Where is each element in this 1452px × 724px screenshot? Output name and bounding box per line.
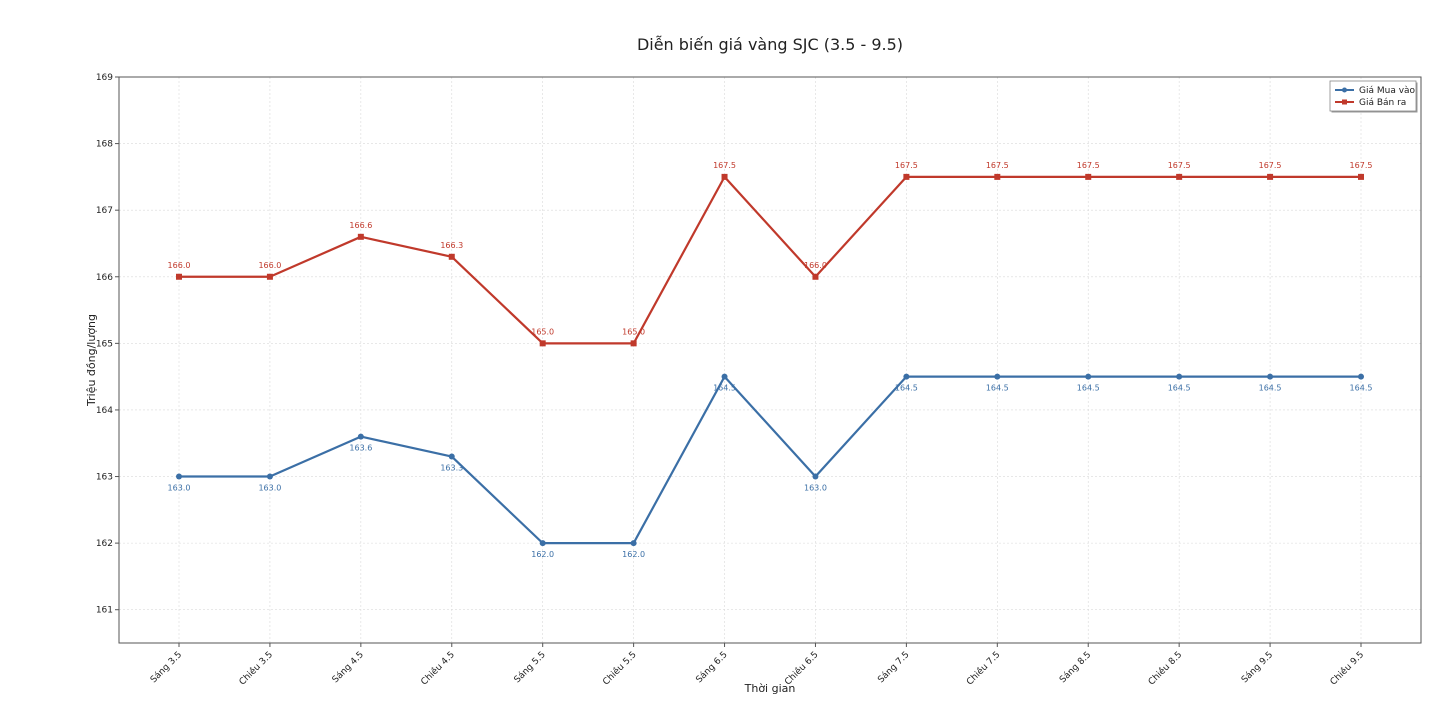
data-point	[1085, 373, 1092, 380]
data-point	[1176, 173, 1183, 180]
y-axis-label: Triệu đồng/lượng	[85, 314, 98, 407]
data-label: 166.6	[349, 221, 372, 230]
data-label: 164.5	[1350, 384, 1373, 393]
x-tick-label: Chiều 7.5	[964, 649, 1002, 687]
x-axis-label: Thời gian	[744, 682, 796, 695]
data-point	[721, 373, 728, 380]
x-tick-label: Chiều 4.5	[419, 649, 457, 687]
data-point	[176, 273, 182, 280]
y-tick-label: 163	[96, 473, 113, 483]
data-point	[1358, 173, 1364, 180]
data-label: 164.5	[1259, 384, 1282, 393]
data-label: 167.5	[895, 161, 918, 170]
data-label: 167.5	[1350, 161, 1373, 170]
data-label: 163.3	[440, 464, 463, 473]
y-tick-label: 169	[96, 73, 113, 83]
x-tick-label: Chiều 8.5	[1146, 649, 1184, 687]
x-tick-label: Sáng 4.5	[331, 650, 366, 685]
legend-box	[1329, 80, 1417, 112]
plot-area	[118, 76, 1422, 644]
x-tick-label: Sáng 5.5	[513, 650, 548, 685]
data-point	[539, 540, 546, 547]
data-point	[1267, 173, 1274, 180]
data-point	[1085, 173, 1092, 180]
series-layer: 163.0 163.0 163.6 163.3 162.0 162.0 164.5 163.0…	[168, 161, 1373, 559]
data-point	[266, 273, 273, 280]
data-point	[1267, 373, 1274, 380]
data-label: 162.0	[531, 550, 554, 559]
data-label: 164.5	[895, 384, 918, 393]
chart-title: Diễn biến giá vàng SJC (3.5 - 9.5)	[637, 35, 903, 54]
data-label: 163.0	[258, 484, 281, 493]
data-point	[357, 233, 364, 240]
data-label: 164.5	[986, 384, 1009, 393]
data-label: 167.5	[713, 161, 736, 170]
legend-marker	[1342, 99, 1347, 105]
data-point	[448, 453, 455, 460]
y-axis: 161 162 163 164 165 166 167 168 169	[96, 73, 119, 616]
data-point	[630, 340, 637, 347]
data-label: 165.0	[531, 327, 554, 336]
legend: Giá Mua vào Giá Bán ra	[1329, 80, 1418, 113]
legend-label: Giá Mua vào	[1359, 86, 1416, 96]
legend-label: Giá Bán ra	[1359, 98, 1406, 108]
series-line	[179, 175, 1361, 345]
y-tick-label: 167	[96, 206, 113, 216]
y-tick-label: 168	[96, 140, 113, 150]
data-label: 164.5	[1077, 384, 1100, 393]
x-tick-label: Sáng 9.5	[1240, 650, 1275, 685]
data-point	[266, 473, 273, 480]
x-tick-label: Sáng 8.5	[1058, 650, 1093, 685]
data-label: 164.5	[713, 384, 736, 393]
y-tick-label: 164	[96, 406, 113, 416]
data-label: 166.3	[440, 241, 463, 250]
data-label: 163.6	[349, 444, 372, 453]
data-label: 166.0	[168, 261, 191, 270]
data-point	[176, 473, 182, 480]
data-label: 167.5	[1259, 161, 1282, 170]
x-tick-label: Sáng 6.5	[694, 650, 729, 685]
data-label: 167.5	[986, 161, 1009, 170]
data-point	[994, 373, 1001, 380]
series-line	[179, 375, 1361, 545]
data-point	[903, 173, 910, 180]
y-tick-label: 161	[96, 606, 113, 616]
grid	[119, 76, 1421, 643]
x-tick-label: Chiều 5.5	[601, 649, 639, 687]
data-point	[812, 273, 819, 280]
x-tick-label: Chiều 9.5	[1328, 649, 1366, 687]
y-tick-label: 165	[96, 339, 113, 349]
data-point	[812, 473, 819, 480]
legend-marker	[1342, 87, 1347, 93]
x-tick-label: Sáng 7.5	[876, 650, 911, 685]
y-tick-label: 162	[96, 539, 113, 549]
y-tick-label: 166	[96, 273, 113, 283]
data-point	[994, 173, 1001, 180]
data-label: 165.0	[622, 327, 645, 336]
data-label: 166.0	[804, 261, 827, 270]
data-point	[1358, 373, 1364, 380]
data-label: 166.0	[258, 261, 281, 270]
data-label: 162.0	[622, 550, 645, 559]
data-label: 163.0	[168, 484, 191, 493]
data-label: 167.5	[1077, 161, 1100, 170]
data-label: 164.5	[1168, 384, 1191, 393]
data-point	[721, 173, 728, 180]
x-tick-label: Sáng 3.5	[149, 650, 184, 685]
data-point	[539, 340, 546, 347]
series-sell: 166.0 166.0 166.6 166.3 165.0 165.0 167.5 166.0…	[168, 161, 1373, 347]
data-label: 163.0	[804, 484, 827, 493]
data-label: 167.5	[1168, 161, 1191, 170]
data-point	[1176, 373, 1183, 380]
x-tick-label: Chiều 3.5	[237, 649, 275, 687]
data-point	[448, 253, 455, 260]
data-point	[357, 433, 364, 440]
data-point	[903, 373, 910, 380]
x-axis: Sáng 3.5 Chiều 3.5 Sáng 4.5 Chiều 4.5 Sáng 5…	[149, 643, 1366, 687]
data-point	[630, 540, 637, 547]
series-buy: 163.0 163.0 163.6 163.3 162.0 162.0 164.5 163.0…	[168, 373, 1373, 559]
